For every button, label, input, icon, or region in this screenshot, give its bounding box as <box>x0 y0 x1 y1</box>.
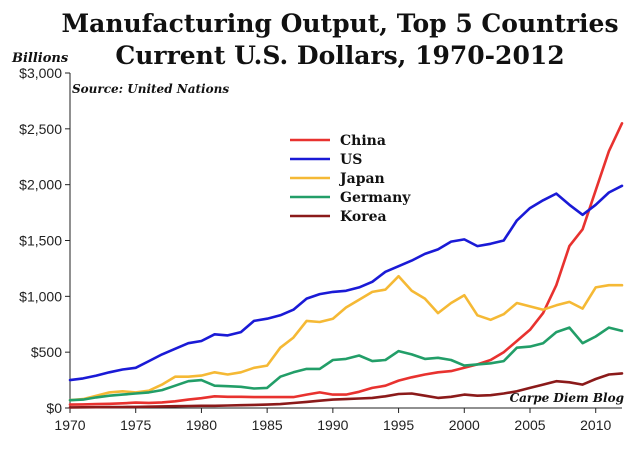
axes: $0 $500 $1,000 $1,500 $2,000 $2,500 $3,000 1970… <box>19 65 622 433</box>
series-line-germany <box>68 326 624 402</box>
x-tick-label: 2000 <box>449 417 480 433</box>
y-tick-label: $1,000 <box>19 288 62 304</box>
x-tick-label: 2005 <box>514 417 545 433</box>
series-line-japan <box>68 274 624 402</box>
legend: China US Japan Germany Korea <box>290 133 411 225</box>
series-line-korea <box>68 372 624 409</box>
y-tick-label: $3,000 <box>19 65 62 81</box>
x-tick-label: 1990 <box>317 417 348 433</box>
x-tick-label: 1970 <box>54 417 85 433</box>
series-lines <box>68 122 624 409</box>
x-tick-label: 1985 <box>252 417 283 433</box>
x-tick-label: 1975 <box>120 417 151 433</box>
legend-label-china: China <box>340 133 386 149</box>
y-tick-label: $2,000 <box>19 177 62 193</box>
x-tick-label: 1995 <box>383 417 414 433</box>
x-tick-label: 2010 <box>580 417 611 433</box>
y-tick-label: $0 <box>46 400 62 416</box>
legend-label-korea: Korea <box>340 209 387 225</box>
y-axis-label: Billions <box>11 51 69 66</box>
y-tick-label: $500 <box>31 344 62 360</box>
y-tick-label: $1,500 <box>19 233 62 249</box>
legend-label-us: US <box>340 152 362 168</box>
series-line-us <box>68 184 624 382</box>
series-line-china <box>68 122 624 406</box>
source-note: Source: United Nations <box>72 82 229 96</box>
credit-note: Carpe Diem Blog <box>510 391 624 405</box>
chart-subtitle: Current U.S. Dollars, 1970-2012 <box>115 41 564 70</box>
chart-title: Manufacturing Output, Top 5 Countries <box>61 9 618 38</box>
legend-label-japan: Japan <box>338 171 385 187</box>
y-tick-label: $2,500 <box>19 121 62 137</box>
x-tick-label: 1980 <box>186 417 217 433</box>
legend-label-germany: Germany <box>340 190 411 206</box>
